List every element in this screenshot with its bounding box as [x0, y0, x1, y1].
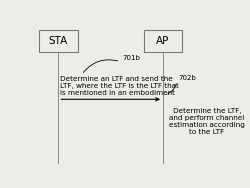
- Text: 701b: 701b: [122, 55, 140, 61]
- Bar: [144, 30, 182, 52]
- Text: Determine an LTF and send the
LTF, where the LTF is the LTF that
is mentioned in: Determine an LTF and send the LTF, where…: [60, 76, 179, 96]
- Text: Determine the LTF,
and perform channel
estimation according
to the LTF: Determine the LTF, and perform channel e…: [169, 108, 245, 135]
- Text: 702b: 702b: [178, 75, 196, 81]
- Bar: [39, 30, 78, 52]
- Text: STA: STA: [49, 36, 68, 46]
- Text: AP: AP: [156, 36, 170, 46]
